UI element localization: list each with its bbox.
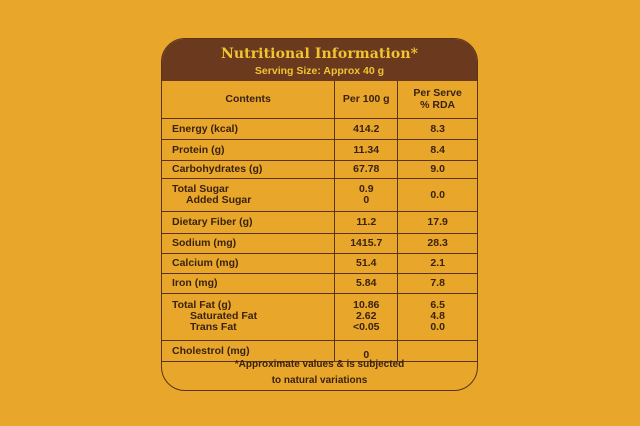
- nutrition-header: Nutritional Information* Serving Size: A…: [162, 39, 477, 81]
- nutrient-per100: 11.34: [334, 138, 399, 161]
- nutrient-per100: 11.2: [334, 210, 399, 234]
- nutrition-card: Nutritional Information* Serving Size: A…: [161, 38, 478, 391]
- nutrient-per100: 67.78: [334, 159, 399, 179]
- nutrient-name: Carbohydrates (g): [162, 159, 336, 179]
- footnote: *Approximate values & is subjected to na…: [162, 357, 477, 389]
- table-row: Carbohydrates (g) 67.78 9.0: [162, 159, 477, 179]
- nutrient-name: Protein (g): [162, 138, 336, 161]
- nutrient-rda: 9.0: [397, 159, 477, 179]
- column-header-per-serve: Per Serve % RDA: [397, 81, 477, 119]
- nutrient-rda: 8.4: [397, 138, 477, 161]
- table-row: Dietary Fiber (g) 11.2 17.9: [162, 210, 477, 234]
- nutrient-name: Cholestrol (mg): [162, 339, 336, 362]
- nutrient-per100-group: 10.86 2.62 <0.05: [334, 292, 399, 341]
- nutrient-per100: 0.9: [358, 182, 374, 195]
- footnote-line-2: to natural variations: [271, 375, 368, 386]
- per-serve-label: Per Serve: [413, 87, 462, 100]
- nutrient-name: Iron (mg): [162, 272, 336, 294]
- rda-label: % RDA: [420, 99, 456, 112]
- nutrient-rda-group: 6.5 4.8 0.0: [397, 292, 477, 341]
- nutrient-per100-sub: 2.62: [356, 310, 377, 322]
- nutrient-subname: Saturated Fat: [190, 310, 258, 322]
- nutrient-rda-sub: 4.8: [430, 310, 445, 322]
- nutrient-per100-sub: 0: [363, 193, 370, 206]
- nutrient-name: Sodium (mg): [162, 232, 336, 254]
- nutrient-name-group: Total Sugar Added Sugar: [162, 177, 336, 212]
- nutrient-name: Calcium (mg): [162, 252, 336, 274]
- serving-size: Serving Size: Approx 40 g: [254, 65, 385, 77]
- table-row: Sodium (mg) 1415.7 28.3: [162, 232, 477, 254]
- table-row: Cholestrol (mg) 0: [162, 339, 477, 362]
- table-row: Protein (g) 11.34 8.4: [162, 138, 477, 161]
- nutrient-rda: 28.3: [397, 232, 477, 254]
- nutrient-name: Dietary Fiber (g): [162, 210, 336, 234]
- nutrient-name: Total Sugar: [172, 182, 229, 195]
- table-row: Total Sugar Added Sugar 0.9 0 0.0: [162, 177, 477, 212]
- nutrient-name: Energy (kcal): [162, 117, 336, 140]
- nutrient-rda: 17.9: [397, 210, 477, 234]
- nutrient-per100: 10.86: [353, 299, 380, 311]
- table-header-row: Contents Per 100 g Per Serve % RDA: [162, 81, 477, 119]
- nutrient-per100: 5.84: [334, 272, 399, 294]
- nutrient-rda: [397, 339, 477, 362]
- column-header-contents: Contents: [162, 81, 336, 119]
- nutrient-rda: 2.1: [397, 252, 477, 274]
- nutrient-rda: 8.3: [397, 117, 477, 140]
- nutrient-per100: 414.2: [334, 117, 399, 140]
- nutrient-per100-sub: <0.05: [352, 321, 380, 333]
- nutrient-per100-group: 0.9 0: [334, 177, 399, 212]
- nutrition-title: Nutritional Information*: [220, 46, 419, 62]
- nutrient-name-group: Total Fat (g) Saturated Fat Trans Fat: [162, 292, 336, 341]
- nutrient-rda: 0.0: [397, 177, 477, 212]
- nutrient-subname: Added Sugar: [186, 193, 252, 206]
- column-header-per100: Per 100 g: [334, 81, 399, 119]
- nutrient-rda: 7.8: [397, 272, 477, 294]
- table-row: Energy (kcal) 414.2 8.3: [162, 117, 477, 140]
- nutrient-rda: 6.5: [430, 299, 445, 311]
- nutrient-name: Total Fat (g): [172, 299, 232, 311]
- nutrition-table: Contents Per 100 g Per Serve % RDA Energ…: [162, 81, 477, 362]
- nutrient-per100: 1415.7: [334, 232, 399, 254]
- table-row: Iron (mg) 5.84 7.8: [162, 272, 477, 294]
- table-row: Calcium (mg) 51.4 2.1: [162, 252, 477, 274]
- nutrient-per100: 51.4: [334, 252, 399, 274]
- nutrient-rda-sub: 0.0: [430, 321, 445, 333]
- footnote-line-1: *Approximate values & is subjected: [234, 359, 405, 370]
- table-row: Total Fat (g) Saturated Fat Trans Fat 10…: [162, 292, 477, 341]
- nutrient-subname: Trans Fat: [190, 321, 237, 333]
